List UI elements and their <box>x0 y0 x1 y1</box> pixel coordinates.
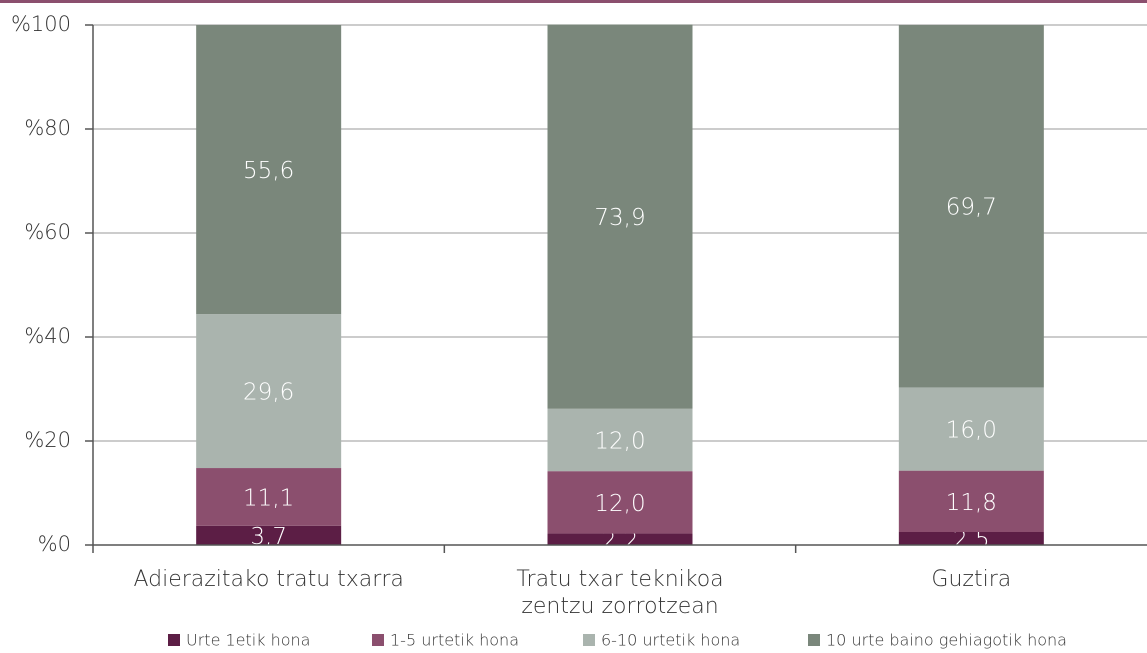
value-label: 69,7 <box>946 195 997 221</box>
legend-swatch <box>372 634 384 646</box>
y-tick-label: %60 <box>24 220 71 244</box>
value-label: 12,0 <box>594 491 645 517</box>
y-tick-label: %100 <box>11 12 71 36</box>
top-border <box>0 0 1147 3</box>
x-tick-label: Guztira <box>931 567 1011 592</box>
legend-swatch <box>808 634 820 646</box>
bar-segment <box>196 25 342 315</box>
bar-segment <box>196 314 342 469</box>
x-tick-label-line: zentzu zorrotzean <box>521 594 718 619</box>
y-tick-label: %20 <box>24 428 71 452</box>
x-tick-label: Tratu txar teknikoa zentzu zorrotzean <box>516 567 723 619</box>
legend-swatch <box>583 634 595 646</box>
value-label: 12,0 <box>594 428 645 454</box>
bar-segment <box>898 25 1044 388</box>
x-tick-label-line: Tratu txar teknikoa <box>516 567 723 592</box>
bar-segment <box>547 24 693 409</box>
bar-segment <box>898 532 1044 545</box>
legend-label: Urte 1etik hona <box>186 631 310 650</box>
bar-segment <box>196 525 342 545</box>
y-tick-label: %40 <box>24 324 71 348</box>
legend-label: 6-10 urtetik hona <box>601 631 740 650</box>
x-tick-label: Adierazitako tratu txarra <box>133 567 403 592</box>
value-label: 11,8 <box>946 490 997 516</box>
legend-label: 10 urte baino gehiagotik hona <box>826 631 1067 650</box>
x-tick-label-line: Adierazitako tratu txarra <box>133 567 403 592</box>
bar-segment <box>547 471 693 534</box>
legend-label: 1-5 urtetik hona <box>390 631 519 650</box>
legend-swatch <box>168 634 180 646</box>
bar-segment <box>547 533 693 545</box>
value-label: 3,7 <box>250 524 287 550</box>
bar-segment <box>196 468 342 526</box>
value-label: 11,1 <box>243 485 294 511</box>
value-label: 29,6 <box>243 380 294 406</box>
value-label: 16,0 <box>946 418 997 444</box>
value-label: 73,9 <box>594 205 645 231</box>
y-tick-label: %80 <box>24 116 71 140</box>
x-tick-label-line: Guztira <box>931 567 1011 592</box>
value-label: 55,6 <box>243 158 294 184</box>
bar-segment <box>898 387 1044 471</box>
y-tick-label: %0 <box>38 532 71 556</box>
bar-segment <box>547 408 693 472</box>
bar-segment <box>898 470 1044 532</box>
